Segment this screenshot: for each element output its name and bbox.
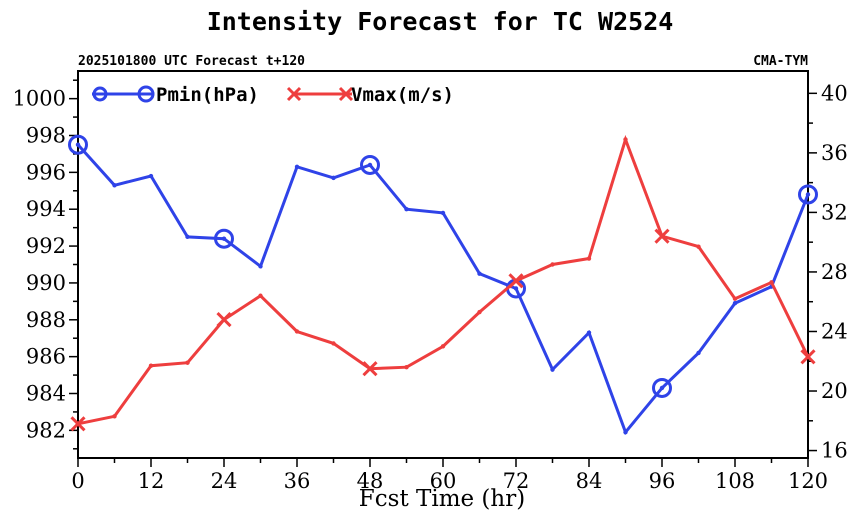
chart-subtitle-left: 2025101800 UTC Forecast t+120 — [78, 54, 305, 69]
pmin-point — [696, 350, 701, 356]
vmax-point — [623, 137, 628, 142]
pmin-point — [404, 207, 409, 212]
y-tick-label: 988 — [26, 308, 66, 332]
y-tick-label: 994 — [26, 197, 66, 221]
y-tick-label: 982 — [26, 418, 66, 442]
vmax-point — [148, 363, 154, 368]
vmax-point — [331, 341, 336, 346]
vmax-marker — [800, 349, 816, 365]
pmin-point — [258, 264, 263, 269]
vmax-point — [404, 365, 409, 370]
pmin-point — [550, 367, 555, 372]
vmax-marker — [70, 416, 86, 432]
pmin-point — [112, 183, 117, 188]
chart-title: Intensity Forecast for TC W2524 — [207, 7, 674, 36]
vmax-point — [185, 360, 190, 365]
legend-vmax-label: Vmax(m/s) — [351, 84, 454, 106]
x-tick-label: 108 — [715, 469, 755, 493]
vmax-point — [258, 293, 263, 298]
vmax-marker — [216, 312, 232, 328]
pmin-point — [221, 236, 227, 241]
vmax-point — [732, 296, 738, 301]
pmin-point — [732, 301, 738, 306]
vmax-point — [550, 262, 555, 267]
x-tick-label: 36 — [284, 469, 311, 493]
pmin-point — [294, 164, 300, 170]
x-tick-label: 0 — [71, 469, 84, 493]
vmax-point — [586, 256, 592, 261]
x-tick-label: 72 — [503, 469, 530, 493]
legend-pmin-marker-end — [137, 85, 155, 103]
vmax-point — [696, 244, 701, 249]
vmax-marker — [508, 273, 524, 289]
legend: Pmin(hPa) Vmax(m/s) — [92, 84, 454, 106]
y2-tick-label: 28 — [821, 260, 848, 284]
y2-tick-label: 40 — [821, 81, 848, 105]
vmax-marker — [654, 228, 670, 244]
pmin-point — [623, 430, 628, 435]
legend-vmax-marker-end — [338, 86, 354, 102]
y2-tick-label: 24 — [821, 319, 848, 343]
x-tick-label: 120 — [788, 469, 828, 493]
y2-tick-label: 20 — [821, 379, 848, 403]
pmin-point — [440, 210, 446, 216]
pmin-marker — [214, 228, 234, 249]
pmin-point — [75, 142, 81, 147]
y-tick-label: 998 — [26, 124, 66, 148]
pmin-marker — [360, 154, 380, 175]
x-axis-label: Fcst Time (hr) — [359, 486, 525, 512]
vmax-point — [477, 309, 482, 315]
y-tick-label: 1000 — [13, 87, 66, 111]
x-tick-label: 84 — [576, 469, 603, 493]
y-tick-label: 990 — [26, 271, 66, 295]
x-tick-label: 60 — [430, 469, 457, 493]
pmin-point — [367, 162, 373, 168]
pmin-point — [185, 234, 190, 240]
vmax-point — [112, 414, 117, 419]
pmin-point — [513, 286, 519, 291]
y2-tick-label: 16 — [821, 439, 848, 463]
pmin-point — [805, 192, 811, 197]
vmax-marker — [362, 361, 378, 377]
pmin-marker — [68, 134, 88, 155]
chart-subtitle-right: CMA-TYM — [753, 54, 808, 69]
x-tick-label: 12 — [138, 469, 165, 493]
vmax-series-line — [77, 134, 810, 426]
y-tick-label: 986 — [26, 345, 66, 369]
y-tick-label: 984 — [26, 382, 66, 406]
pmin-marker — [652, 377, 672, 398]
x-tick-label: 96 — [649, 469, 676, 493]
y-tick-label: 992 — [26, 234, 66, 258]
legend-vmax-marker — [286, 86, 302, 102]
vmax-point — [294, 329, 300, 334]
x-tick-label: 24 — [211, 469, 238, 493]
y2-tick-label: 32 — [821, 200, 848, 224]
y-tick-label: 996 — [26, 160, 66, 184]
pmin-point — [331, 175, 336, 181]
plot-area: 0 12 24 36 48 60 72 84 96 108 120 982 984 986 988 990 99… — [13, 70, 848, 493]
pmin-point — [477, 271, 482, 276]
vmax-point — [769, 280, 774, 285]
legend-pmin-label: Pmin(hPa) — [156, 84, 259, 106]
pmin-point — [659, 385, 665, 391]
legend-pmin-marker — [92, 86, 108, 102]
x-tick-label: 48 — [357, 469, 384, 493]
y2-tick-label: 36 — [821, 141, 848, 165]
pmin-marker — [798, 184, 818, 205]
pmin-point — [586, 330, 592, 335]
plot-frame — [77, 70, 809, 459]
pmin-series-line — [76, 143, 810, 436]
vmax-point — [440, 344, 446, 349]
pmin-point — [148, 173, 154, 179]
